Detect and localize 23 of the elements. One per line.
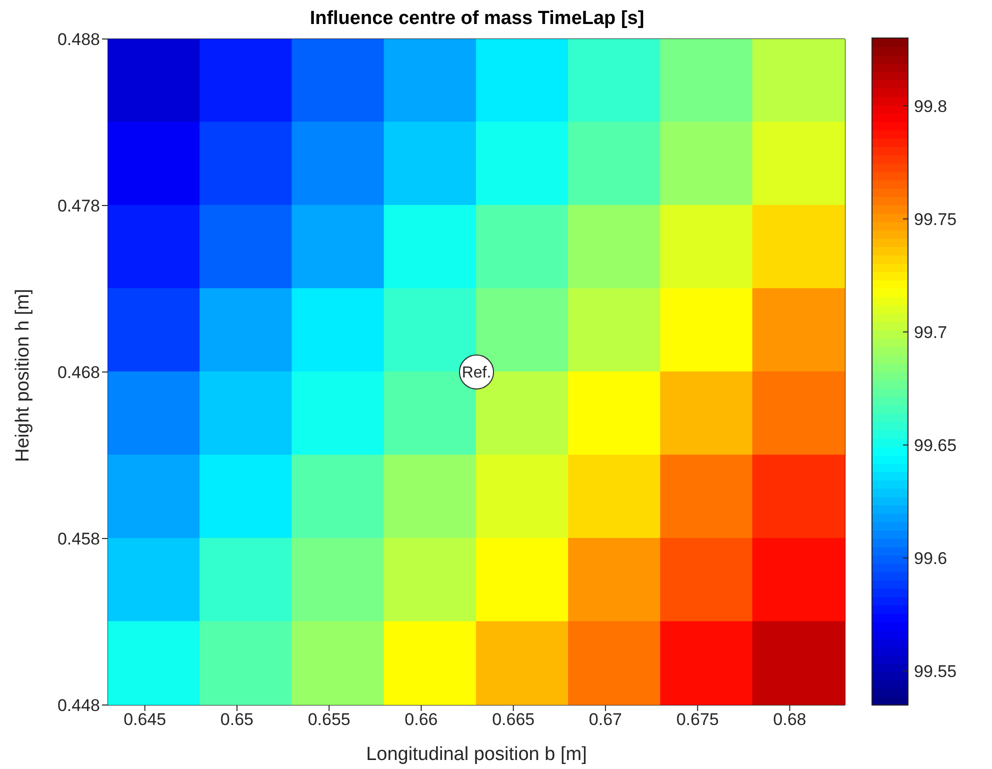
color-bar-label: 99.75 [914,210,957,229]
y-tick-label: 0.448 [57,696,100,716]
color-bar-label: 99.55 [914,662,957,682]
chart-title: Influence centre of mass TimeLap [s] [308,8,646,30]
x-tick-label: 0.66 [404,710,438,730]
color-bar-label: 99.6 [914,548,948,568]
x-tick-label: 0.65 [220,710,254,730]
x-axis-title: Longitudinal position b [m] [366,744,587,765]
y-tick-label: 0.478 [57,196,100,216]
color-bar-label: 99.7 [914,322,948,342]
x-tick-label: 0.645 [124,710,166,730]
color-bar-label: 99.65 [914,436,957,455]
x-tick-label: 0.68 [773,710,806,730]
x-tick-label: 0.675 [676,710,719,730]
x-tick-label: 0.655 [308,710,350,730]
x-tick-label: 0.665 [492,710,535,730]
y-tick-label: 0.458 [57,530,100,549]
annotation: Ref. [462,364,492,382]
x-tick-label: 0.67 [588,710,622,730]
y-tick-label: 0.468 [57,363,100,382]
y-axis-title: Height position h [m] [12,288,34,462]
y-tick-label: 0.488 [57,30,100,50]
color-bar-label: 99.8 [914,96,948,116]
